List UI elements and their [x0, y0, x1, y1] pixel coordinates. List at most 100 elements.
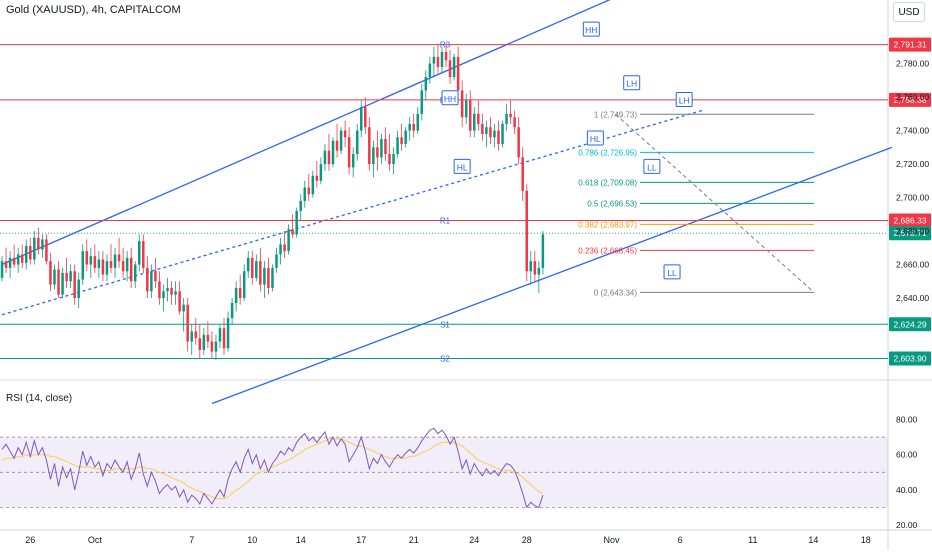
candle-body	[101, 259, 105, 275]
candle-body	[448, 60, 452, 78]
candle-body	[319, 164, 323, 181]
candle-body	[170, 287, 173, 295]
candle-body	[392, 154, 395, 165]
candle-body	[339, 130, 343, 151]
candle-body	[537, 267, 541, 275]
rsi-tick-label: 60.00	[896, 450, 918, 460]
swing-box-7	[663, 264, 681, 280]
candle-body	[473, 113, 476, 131]
price-tick-label: 2,680.00	[896, 226, 929, 236]
candle-body	[93, 256, 97, 268]
rsi-tick-label: 80.00	[896, 415, 918, 425]
currency-selector[interactable]: USD	[893, 2, 925, 22]
swing-label-1: HH	[444, 94, 456, 104]
time-tick-label: 18	[861, 535, 871, 545]
candle-body	[4, 261, 8, 268]
candle-body	[428, 63, 432, 78]
candle-body	[138, 241, 141, 265]
candle-body	[267, 267, 270, 288]
time-tick-label: 7	[189, 535, 194, 545]
candle-body	[37, 237, 40, 250]
candle-body	[485, 127, 488, 134]
rsi-tick-label: 40.00	[896, 485, 918, 495]
fib-label-6: 0 (2,643.34)	[594, 288, 637, 297]
candle-body	[404, 130, 407, 144]
candle-body	[97, 259, 101, 268]
candle-body	[368, 127, 371, 165]
candle-body	[20, 254, 24, 263]
swing-box-5	[643, 158, 661, 174]
candle-body	[8, 257, 12, 268]
candle-body	[396, 137, 399, 155]
candle-body	[226, 318, 230, 349]
candle-body	[142, 241, 145, 268]
candle-body	[493, 130, 496, 138]
time-tick-label: 14	[808, 535, 818, 545]
fib-label-4: 0.382 (2,683.97)	[578, 220, 637, 229]
level-price-tag-r3	[889, 37, 931, 52]
candle-body	[65, 272, 68, 282]
channel-layer	[1, 0, 893, 405]
candle-body	[255, 261, 258, 278]
candle-body	[460, 90, 464, 118]
candle-body	[12, 257, 16, 265]
candle-body	[372, 147, 375, 165]
candle-body	[234, 287, 238, 304]
swing-layer: HH HH HL LH HL LL LH LL	[441, 21, 693, 280]
time-tick-label: 24	[469, 535, 479, 545]
time-tick-label: 14	[296, 535, 306, 545]
candle-body	[501, 123, 504, 144]
swing-box-3	[623, 75, 641, 91]
last-price-tag	[889, 226, 931, 241]
swing-label-0: HH	[585, 25, 597, 35]
candle-body	[0, 261, 4, 278]
fib-label-5: 0.236 (2,668.45)	[578, 246, 637, 255]
candle-body	[327, 150, 331, 165]
candle-body	[521, 157, 524, 191]
candle-body	[355, 130, 359, 155]
level-label-r3: R3	[440, 41, 451, 50]
swing-label-6: LH	[679, 95, 690, 105]
level-price-tag-s1	[889, 317, 931, 332]
candle-body	[440, 51, 444, 67]
candle-body	[89, 256, 93, 265]
candle-body	[343, 130, 347, 138]
level-price-text-s2: 2,603.90	[893, 353, 926, 363]
candle-body	[541, 234, 545, 268]
channel-midline	[1, 109, 703, 316]
swing-box-6	[675, 91, 693, 107]
candle-body	[287, 229, 290, 252]
swing-label-2: HL	[457, 162, 468, 172]
candle-body	[444, 51, 448, 61]
candle-body	[335, 140, 339, 151]
fib-label-3: 0.5 (2,696.53)	[587, 199, 637, 208]
candle-body	[468, 100, 472, 131]
candle-body	[218, 328, 222, 342]
level-layer: R32,791.31R22,758.38R12,686.33S12,624.29…	[0, 37, 931, 366]
time-tick-label: Nov	[604, 535, 621, 545]
fib-layer: 1 (2,749.73)0.786 (2,726.95)0.618 (2,709…	[578, 110, 815, 297]
candle-body	[162, 291, 165, 299]
candle-body	[533, 261, 537, 275]
level-price-text-r2: 2,758.38	[893, 95, 926, 105]
candle-body	[380, 138, 383, 158]
candle-body	[186, 304, 189, 342]
candle-body	[307, 187, 311, 195]
candle-body	[29, 246, 32, 260]
candle-body	[69, 271, 72, 282]
price-scale-bg	[888, 0, 932, 550]
candle-body	[331, 140, 335, 165]
level-price-text-r3: 2,791.31	[893, 40, 926, 50]
candle-body	[360, 107, 363, 131]
candle-body	[376, 147, 379, 158]
candle-body	[182, 304, 185, 312]
swing-label-7: LL	[667, 268, 677, 278]
candle-body	[295, 210, 298, 235]
time-tick-label: 10	[247, 535, 257, 545]
level-price-tag-s2	[889, 351, 931, 366]
time-tick-label: Oct	[88, 535, 103, 545]
fib-trend-line	[615, 113, 815, 293]
candle-body	[73, 271, 76, 299]
